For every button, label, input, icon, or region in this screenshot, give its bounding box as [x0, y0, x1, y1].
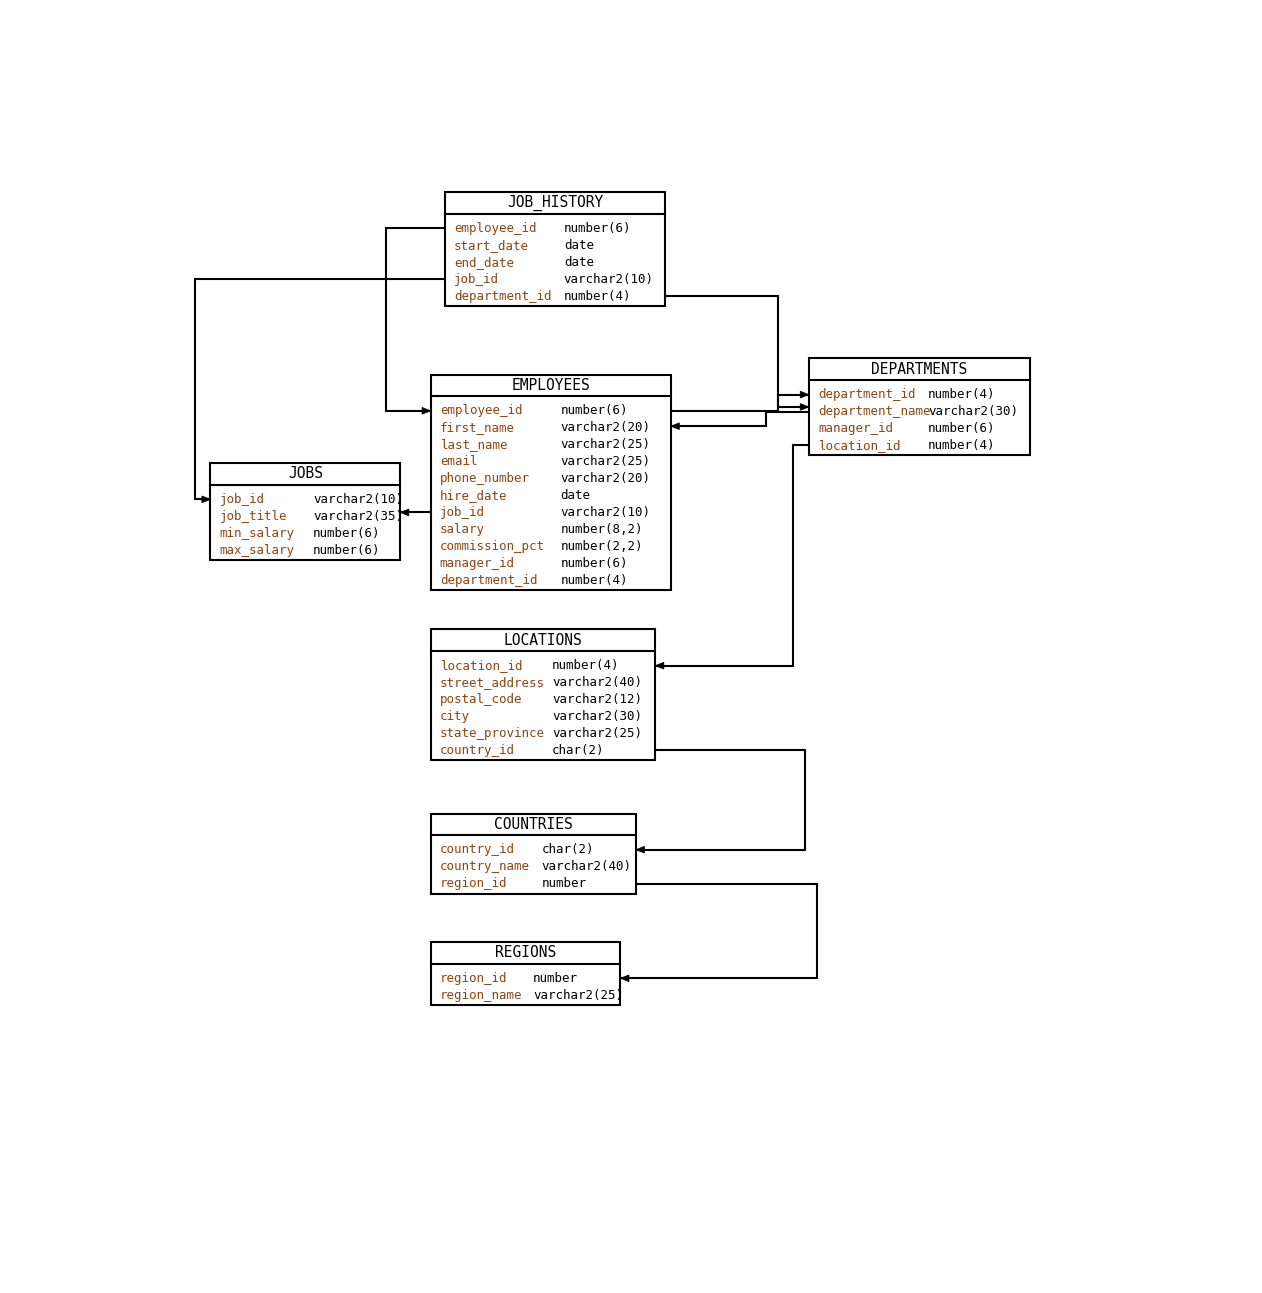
Text: job_id: job_id	[454, 273, 498, 286]
Text: varchar2(20): varchar2(20)	[560, 472, 650, 485]
Text: min_salary: min_salary	[220, 526, 295, 539]
Text: number: number	[541, 877, 587, 890]
Text: REGIONS: REGIONS	[495, 945, 557, 961]
Text: varchar2(25): varchar2(25)	[560, 455, 650, 468]
Text: number(8,2): number(8,2)	[560, 522, 642, 535]
Text: number(4): number(4)	[928, 438, 996, 453]
Polygon shape	[636, 847, 645, 853]
Text: varchar2(10): varchar2(10)	[564, 273, 654, 286]
Polygon shape	[800, 392, 809, 398]
Polygon shape	[400, 509, 409, 516]
Text: job_title: job_title	[220, 509, 288, 522]
Bar	[430, 943, 621, 1005]
Text: manager_id: manager_id	[440, 557, 515, 570]
Text: date: date	[560, 489, 591, 502]
Text: hire_date: hire_date	[440, 489, 507, 502]
Text: start_date: start_date	[454, 239, 529, 252]
Text: commission_pct: commission_pct	[440, 539, 545, 553]
Bar	[430, 375, 671, 590]
Text: char(2): char(2)	[541, 843, 594, 856]
Text: employee_id: employee_id	[440, 405, 522, 418]
Bar	[430, 630, 655, 760]
Text: number(6): number(6)	[560, 405, 627, 418]
Text: varchar2(40): varchar2(40)	[541, 860, 631, 873]
Text: last_name: last_name	[440, 438, 507, 451]
Text: varchar2(25): varchar2(25)	[533, 989, 623, 1002]
Text: varchar2(12): varchar2(12)	[551, 693, 642, 706]
Text: date: date	[564, 256, 594, 269]
Text: state_province: state_province	[440, 727, 545, 740]
Text: department_id: department_id	[818, 388, 915, 401]
Bar	[809, 358, 1030, 455]
Polygon shape	[655, 662, 664, 668]
Text: street_address: street_address	[440, 676, 545, 689]
Text: department_name: department_name	[818, 405, 930, 418]
Text: phone_number: phone_number	[440, 472, 530, 485]
Text: manager_id: manager_id	[818, 422, 893, 434]
Text: region_id: region_id	[440, 877, 507, 890]
Text: char(2): char(2)	[551, 743, 604, 756]
Text: employee_id: employee_id	[454, 222, 536, 235]
Text: job_id: job_id	[440, 506, 485, 518]
Text: country_id: country_id	[440, 743, 515, 756]
Text: region_name: region_name	[440, 989, 522, 1002]
Bar	[444, 193, 665, 306]
Text: number(4): number(4)	[564, 290, 631, 303]
Bar	[211, 463, 400, 560]
Text: number(6): number(6)	[313, 526, 380, 539]
Polygon shape	[621, 975, 628, 981]
Text: date: date	[564, 239, 594, 252]
Text: department_id: department_id	[440, 574, 538, 587]
Text: varchar2(25): varchar2(25)	[551, 727, 642, 740]
Text: country_id: country_id	[440, 843, 515, 856]
Text: email: email	[440, 455, 477, 468]
Text: varchar2(10): varchar2(10)	[560, 506, 650, 518]
Text: varchar2(20): varchar2(20)	[560, 422, 650, 434]
Text: DEPARTMENTS: DEPARTMENTS	[871, 362, 967, 376]
Polygon shape	[671, 423, 679, 429]
Text: country_name: country_name	[440, 860, 530, 873]
Text: department_id: department_id	[454, 290, 551, 303]
Text: postal_code: postal_code	[440, 693, 522, 706]
Text: job_id: job_id	[220, 493, 265, 506]
Text: EMPLOYEES: EMPLOYEES	[511, 378, 591, 393]
Text: JOBS: JOBS	[288, 467, 323, 481]
Text: varchar2(35): varchar2(35)	[313, 509, 403, 522]
Text: region_id: region_id	[440, 972, 507, 985]
Text: varchar2(30): varchar2(30)	[551, 710, 642, 723]
Polygon shape	[202, 497, 211, 503]
Polygon shape	[422, 407, 430, 414]
Text: number(4): number(4)	[928, 388, 996, 401]
Text: city: city	[440, 710, 469, 723]
Text: number: number	[533, 972, 578, 985]
Text: location_id: location_id	[818, 438, 901, 453]
Text: number(2,2): number(2,2)	[560, 539, 642, 553]
Text: varchar2(40): varchar2(40)	[551, 676, 642, 689]
Text: number(4): number(4)	[551, 659, 620, 672]
Text: number(6): number(6)	[560, 557, 627, 570]
Bar	[430, 813, 636, 893]
Polygon shape	[800, 403, 809, 410]
Text: first_name: first_name	[440, 422, 515, 434]
Text: varchar2(25): varchar2(25)	[560, 438, 650, 451]
Text: number(4): number(4)	[560, 574, 627, 587]
Text: number(6): number(6)	[928, 422, 996, 434]
Text: end_date: end_date	[454, 256, 514, 269]
Text: number(6): number(6)	[313, 543, 380, 557]
Text: JOB_HISTORY: JOB_HISTORY	[507, 195, 603, 211]
Text: varchar2(10): varchar2(10)	[313, 493, 403, 506]
Text: location_id: location_id	[440, 659, 522, 672]
Text: COUNTRIES: COUNTRIES	[493, 817, 573, 831]
Text: number(6): number(6)	[564, 222, 631, 235]
Text: LOCATIONS: LOCATIONS	[504, 632, 582, 648]
Text: varchar2(30): varchar2(30)	[928, 405, 1018, 418]
Text: salary: salary	[440, 522, 485, 535]
Text: max_salary: max_salary	[220, 543, 295, 557]
